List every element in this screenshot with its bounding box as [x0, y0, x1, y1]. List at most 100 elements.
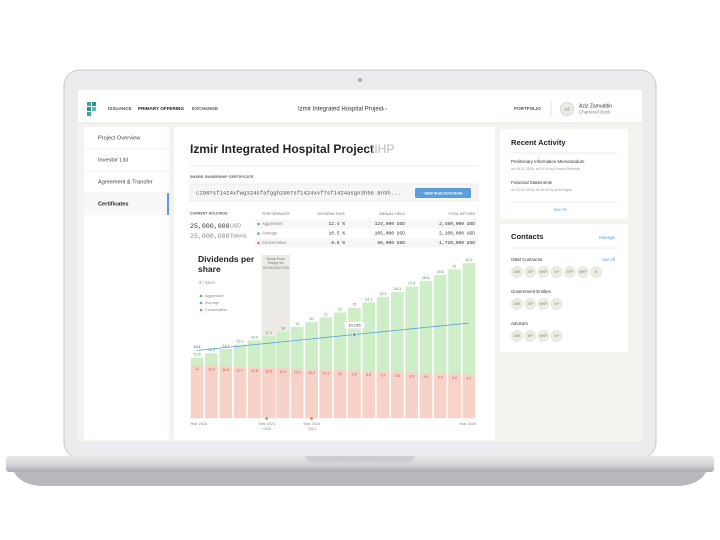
table-cell: 10.5 % [328, 231, 345, 237]
bar [419, 372, 433, 418]
contact-chip[interactable] [511, 298, 523, 310]
value-label: 10.2 [308, 371, 315, 375]
contact-chip[interactable] [550, 330, 563, 342]
value-label: 13.5 [208, 348, 215, 352]
contact-chip[interactable] [524, 266, 537, 278]
value-label: 19 [295, 322, 299, 326]
bar [233, 366, 247, 418]
value-label: 10.7 [237, 369, 244, 373]
contact-chip[interactable] [590, 266, 603, 278]
contact-chip[interactable] [524, 298, 537, 310]
laptop-notch [305, 456, 415, 463]
manage-link[interactable]: Manage [599, 235, 615, 240]
bar [219, 366, 233, 418]
contact-chip-label: GP [554, 270, 560, 274]
nav-more[interactable] [379, 108, 387, 110]
nav-link[interactable]: EXCHANGE [192, 106, 218, 111]
legend-dot [257, 241, 260, 245]
table-row-bg [255, 229, 478, 238]
bar [362, 371, 376, 418]
activity-item-title[interactable]: Financial Statements [511, 180, 553, 185]
legend-dot [257, 232, 260, 235]
contact-chip[interactable] [550, 298, 563, 310]
contact-chip[interactable] [564, 266, 576, 278]
contact-chip[interactable] [511, 330, 523, 342]
table-cell: Conservative [262, 240, 287, 245]
legend-dot [257, 222, 260, 226]
nav-link[interactable]: PRIMARY OFFERING [138, 106, 184, 111]
sidebar-item[interactable]: Agreement & Transfer [98, 179, 153, 185]
value-label: 12.6 [194, 353, 201, 357]
contact-chip-label: SIP [527, 302, 533, 306]
holdings-label: CURRENT HOLDINGS [190, 211, 228, 215]
table-header: DIVIDEND RATE [318, 212, 346, 216]
bar [448, 373, 461, 418]
bar [376, 371, 390, 418]
blockchain-button[interactable] [415, 188, 471, 198]
see-all-link[interactable]: See All [602, 257, 615, 262]
nav-link[interactable]: ISSUANCE [108, 106, 132, 111]
chart-title: Dividends per share [198, 254, 255, 274]
nav-link[interactable]: PORTFOLIO [514, 106, 541, 111]
certificate-hash: c2987sf1424xfwg324sfafggh2987sf1424xvf7s… [196, 189, 401, 196]
value-label: 10.9 [208, 368, 215, 372]
value-label: 26.3 [394, 287, 401, 291]
table-row-bg [255, 238, 478, 248]
sidebar-item[interactable]: Project Overview [98, 135, 141, 141]
value-label: 15.3 [237, 340, 244, 344]
holdings-unit: USD [230, 223, 241, 229]
see-all-link[interactable]: See All [553, 207, 566, 212]
blockchain-button-label[interactable]: VIEW IN BLOCKCHAIN [424, 191, 463, 195]
milestone-dot [310, 417, 313, 420]
contact-chip[interactable] [537, 330, 550, 342]
contact-chip[interactable] [511, 266, 523, 278]
legend-label: Aggressive [205, 294, 224, 298]
contact-chip-label: MRP [540, 302, 548, 306]
value-label: 9.6 [395, 374, 400, 378]
value-label: 28.6 [422, 276, 429, 280]
value-label: 32.3 [465, 258, 472, 262]
contact-chip[interactable] [577, 266, 589, 278]
milestone-gain: +$25 [262, 427, 271, 431]
bar [462, 374, 476, 418]
contact-chip[interactable] [537, 266, 550, 278]
avatar[interactable] [560, 102, 574, 116]
average-line [197, 322, 469, 351]
contact-group-name: Government Entities [511, 289, 552, 294]
value-label: 16.2 [251, 335, 258, 339]
contact-chip[interactable] [524, 330, 537, 342]
value-label: 21 [324, 312, 328, 316]
logo [87, 102, 96, 116]
nav-project[interactable]: Izmir Integrated Hospital Project [298, 107, 384, 113]
contact-chip[interactable] [537, 298, 550, 310]
activity-item-title[interactable]: Preliminary Information Memorandum [511, 159, 585, 164]
table-cell: 86,000 USD [377, 240, 405, 246]
value-label: 24.1 [365, 297, 372, 301]
value-label: 14.4 [222, 344, 229, 348]
sidebar-indicator [167, 193, 169, 215]
contact-chip[interactable] [550, 266, 563, 278]
contact-group-name: O&M Contractor [511, 257, 543, 262]
sidebar-item[interactable]: Investor List [98, 157, 129, 163]
value-label: 9.1 [466, 376, 471, 380]
value-label: 10.8 [222, 368, 229, 372]
dot [382, 108, 384, 110]
certificate-box [189, 183, 479, 202]
contact-chip-label: MRP [540, 270, 548, 274]
x-tick-label: Year 2016 [190, 422, 207, 426]
performance-table: PERFORMANCE DIVIDEND RATE ANNUAL YIELD TOTA… [255, 212, 478, 248]
bar [319, 369, 333, 418]
nav-bar [78, 90, 642, 123]
user-name: Aziz Zamuddin [579, 103, 612, 109]
laptop-base [6, 456, 714, 472]
table-cell: 8.6 % [331, 240, 345, 246]
logo-cell [87, 112, 91, 116]
contact-chip-label: GP [554, 334, 560, 338]
legend-label: Average [205, 301, 219, 305]
bar [290, 368, 304, 418]
table-header: TOTAL RETURN [448, 212, 475, 216]
holdings-tokens: 25,000,000 [190, 233, 230, 240]
dot [385, 108, 387, 110]
sidebar-item[interactable]: Certificates [98, 201, 128, 207]
value-label: 9.2 [452, 376, 457, 380]
